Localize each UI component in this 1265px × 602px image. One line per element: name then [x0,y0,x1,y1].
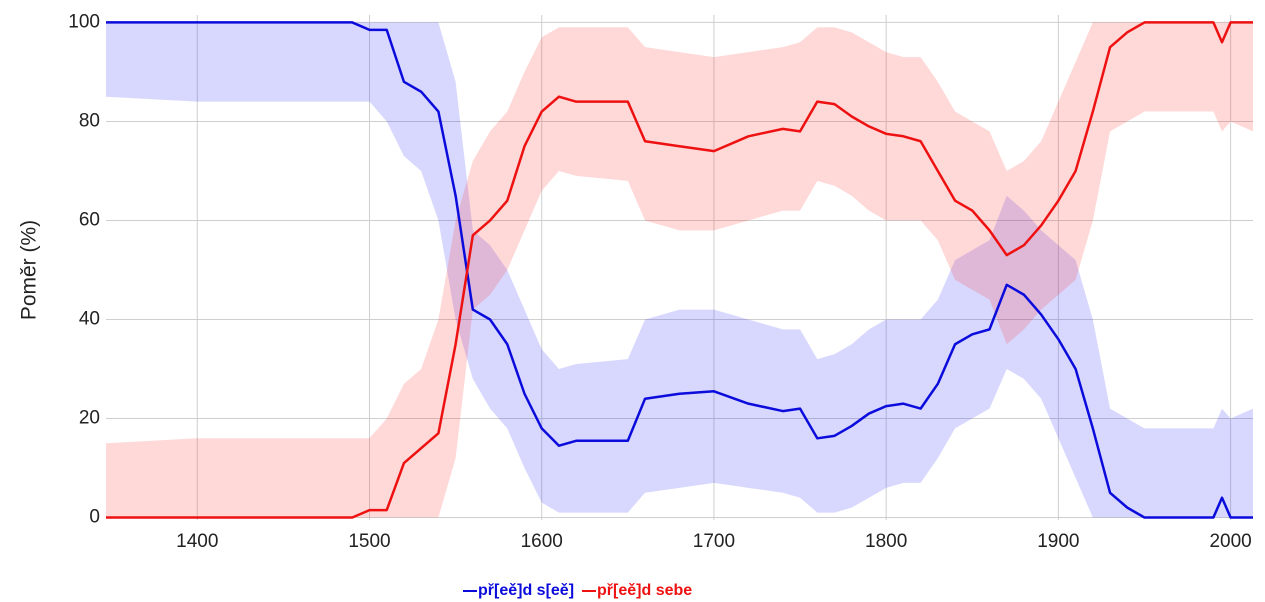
data-line [106,21,1253,519]
y-tick-label: 80 [79,110,100,131]
x-tick-label: 1600 [521,531,563,552]
y-tick-label: 40 [79,309,100,330]
data-line [106,21,1253,519]
confidence-band [106,22,1253,518]
y-tick-label: 60 [79,209,100,230]
y-tick-label: 0 [89,507,100,528]
x-tick-label: 1900 [1037,531,1079,552]
x-tick-label: 1400 [176,531,218,552]
legend-label: př[eě]d s[eě] [478,582,574,599]
confidence-band [106,22,1253,518]
legend-label: př[eě]d sebe [597,582,692,599]
y-tick-label: 20 [79,408,100,429]
x-tick-label: 1800 [865,531,907,552]
x-tick-label: 1700 [693,531,735,552]
y-axis-label: Poměr (%) [18,220,41,320]
y-tick-label: 100 [68,11,100,32]
x-tick-label: 1500 [348,531,390,552]
x-tick-label: 2000 [1209,531,1251,552]
